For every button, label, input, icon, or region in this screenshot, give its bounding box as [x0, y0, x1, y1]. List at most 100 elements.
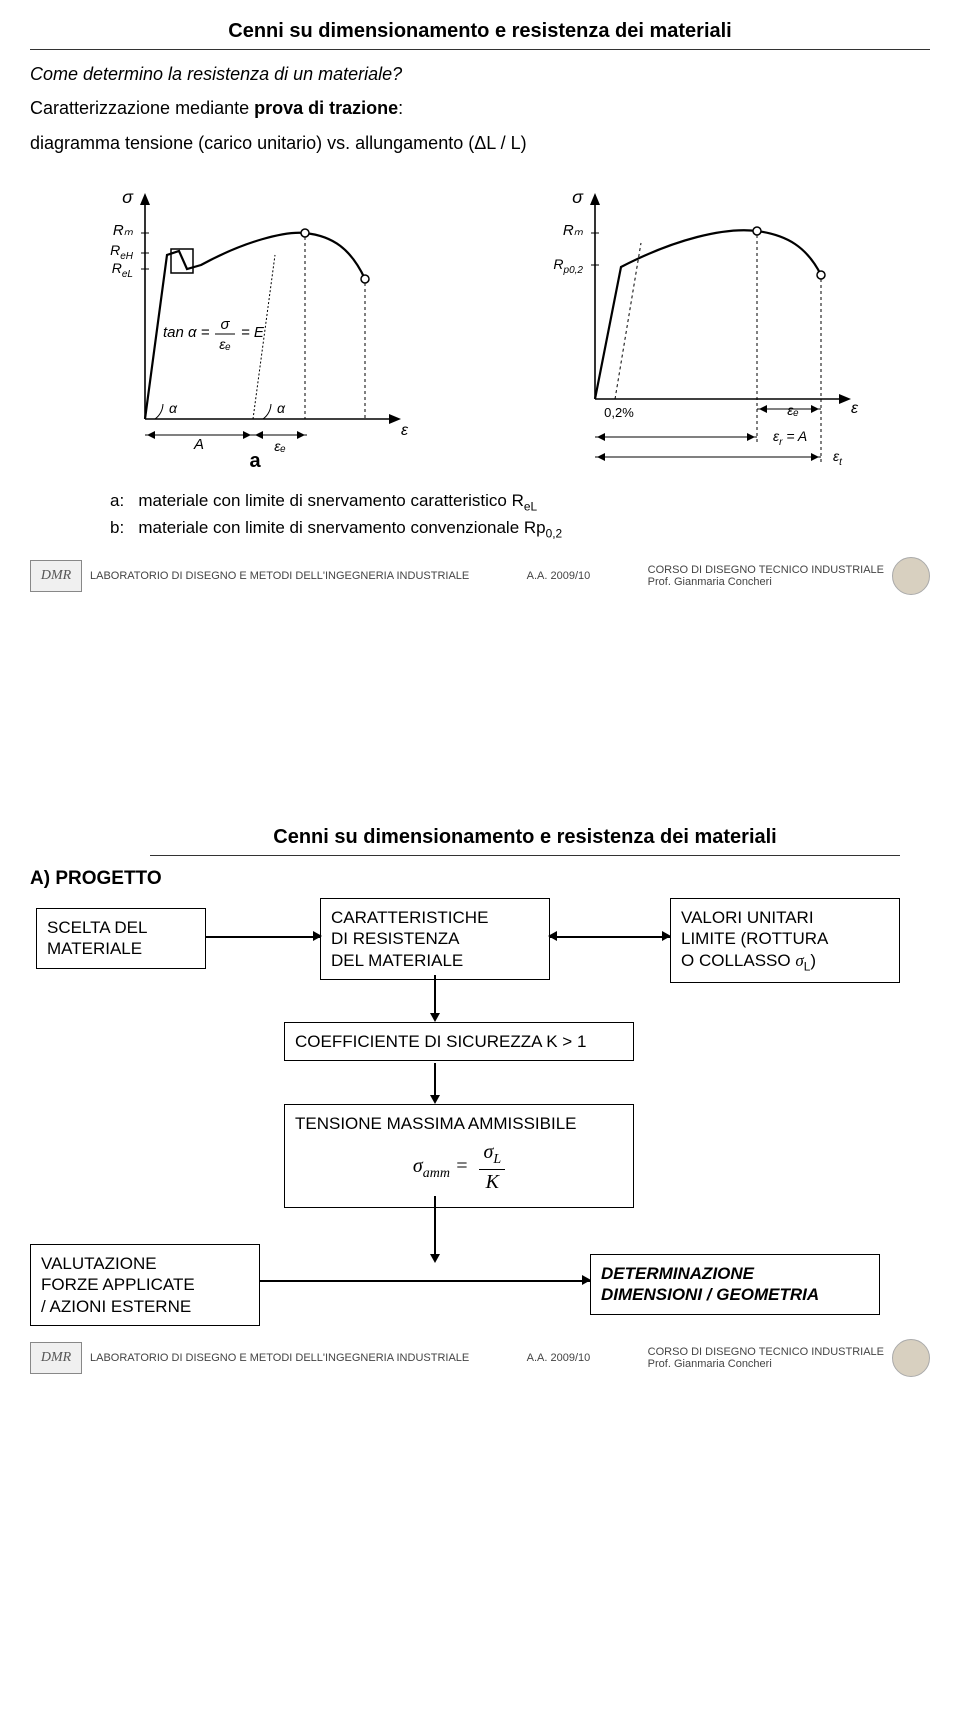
- svg-text:σ: σ: [220, 316, 230, 333]
- footer-mid: A.A. 2009/10: [469, 570, 647, 582]
- page-gap: [0, 606, 960, 806]
- slide1-line-b: diagramma tensione (carico unitario) vs.…: [30, 131, 930, 155]
- stress-strain-chart-b: σ Rₘ Rp0,2 0,2% εₑ ε εr: [525, 169, 885, 469]
- slide2-title: Cenni su dimensionamento e resistenza de…: [150, 826, 900, 856]
- arrow-head: [430, 1013, 440, 1022]
- svg-text:tan α =: tan α =: [163, 324, 210, 341]
- text: SCELTA DEL MATERIALE: [47, 918, 147, 958]
- footer-right: CORSO DI DISEGNO TECNICO INDUSTRIALE Pro…: [648, 557, 930, 595]
- footer-left: DMR LABORATORIO DI DISEGNO E METODI DELL…: [30, 560, 469, 592]
- arrow: [434, 975, 436, 1015]
- slide1-title: Cenni su dimensionamento e resistenza de…: [30, 20, 930, 50]
- sub: eL: [524, 499, 537, 513]
- slide1-question: Come determino la resistenza di un mater…: [30, 62, 930, 86]
- svg-text:ε: ε: [401, 422, 409, 439]
- svg-text:α: α: [169, 400, 178, 416]
- slide-1: Cenni su dimensionamento e resistenza de…: [0, 0, 960, 606]
- box-scelta-materiale: SCELTA DEL MATERIALE: [36, 908, 206, 969]
- footer-left-text: LABORATORIO DI DISEGNO E METODI DELL'ING…: [90, 570, 469, 582]
- seal-icon: [892, 1339, 930, 1377]
- text: COEFFICIENTE DI SICUREZZA K > 1: [295, 1032, 586, 1051]
- logo-text: DMR: [41, 568, 71, 584]
- box-coefficiente: COEFFICIENTE DI SICUREZZA K > 1: [284, 1022, 634, 1061]
- legend-a: a: materiale con limite di snervamento c…: [110, 489, 930, 516]
- footer-right-text: CORSO DI DISEGNO TECNICO INDUSTRIALE Pro…: [648, 1346, 884, 1370]
- text: :: [398, 98, 403, 118]
- text: CARATTERISTICHE DI RESISTENZA DEL MATERI…: [331, 908, 488, 970]
- svg-text:= E: = E: [241, 324, 265, 341]
- svg-text:εr = A: εr = A: [773, 428, 807, 448]
- formula: σamm = σL K: [295, 1140, 623, 1195]
- text: VALUTAZIONE FORZE APPLICATE / AZIONI EST…: [41, 1254, 195, 1316]
- sigma: σ: [413, 1155, 423, 1177]
- sigma: σ: [795, 951, 803, 970]
- label: TENSIONE MASSIMA AMMISSIBILE: [295, 1113, 623, 1134]
- charts-row: σ Rₘ ReH ReL α α tan α = σ εₑ: [30, 169, 930, 469]
- sub: 0,2: [546, 526, 563, 540]
- den: K: [479, 1170, 505, 1195]
- box-caratteristiche: CARATTERISTICHE DI RESISTENZA DEL MATERI…: [320, 898, 550, 980]
- footer-right-text: CORSO DI DISEGNO TECNICO INDUSTRIALE Pro…: [648, 564, 884, 588]
- svg-text:εₑ: εₑ: [274, 438, 286, 454]
- arrow-head: [430, 1095, 440, 1104]
- footer-left: DMR LABORATORIO DI DISEGNO E METODI DELL…: [30, 1342, 469, 1374]
- text: Caratterizzazione mediante: [30, 98, 254, 118]
- svg-text:ε: ε: [851, 400, 859, 417]
- eq: =: [455, 1155, 474, 1177]
- svg-text:A: A: [193, 436, 204, 453]
- seal-icon: [892, 557, 930, 595]
- box-valori-unitari: VALORI UNITARI LIMITE (ROTTURA O COLLASS…: [670, 898, 900, 983]
- arrow-head: [313, 931, 322, 941]
- box-tensione-massima: TENSIONE MASSIMA AMMISSIBILE σamm = σL K: [284, 1104, 634, 1208]
- arrow-head: [430, 1254, 440, 1263]
- num: σL: [479, 1140, 505, 1170]
- svg-text:σ: σ: [572, 187, 584, 207]
- lab-logo-icon: DMR: [30, 1342, 82, 1374]
- chart-legend: a: materiale con limite di snervamento c…: [110, 489, 930, 542]
- svg-text:Rp0,2: Rp0,2: [553, 256, 583, 276]
- svg-text:σ: σ: [122, 187, 134, 207]
- line2: Prof. Gianmaria Concheri: [648, 1358, 884, 1370]
- svg-text:ReL: ReL: [112, 260, 133, 280]
- arrow: [434, 1063, 436, 1097]
- stress-strain-chart-a: σ Rₘ ReH ReL α α tan α = σ εₑ: [75, 169, 435, 469]
- section-label: A) PROGETTO: [30, 868, 162, 890]
- box-determinazione: DETERMINAZIONE DIMENSIONI / GEOMETRIA: [590, 1254, 880, 1315]
- flowchart: A) PROGETTO SCELTA DEL MATERIALE CARATTE…: [30, 868, 930, 1328]
- logo-text: DMR: [41, 1350, 71, 1366]
- text-bold: prova di trazione: [254, 98, 398, 118]
- arrow: [260, 1280, 590, 1282]
- slide1-line-a: Caratterizzazione mediante prova di traz…: [30, 96, 930, 120]
- tail: ): [810, 951, 816, 970]
- prefix: a:: [110, 491, 124, 510]
- arrow: [550, 936, 670, 938]
- footer-left-text: LABORATORIO DI DISEGNO E METODI DELL'ING…: [90, 1352, 469, 1364]
- slide1-footer: DMR LABORATORIO DI DISEGNO E METODI DELL…: [30, 556, 930, 596]
- svg-text:εₑ: εₑ: [219, 336, 231, 352]
- fraction: σL K: [479, 1140, 505, 1195]
- sub-amm: amm: [423, 1166, 450, 1181]
- line1: CORSO DI DISEGNO TECNICO INDUSTRIALE: [648, 564, 884, 576]
- line2: Prof. Gianmaria Concheri: [648, 576, 884, 588]
- slide2-footer: DMR LABORATORIO DI DISEGNO E METODI DELL…: [30, 1338, 930, 1378]
- svg-text:0,2%: 0,2%: [604, 405, 634, 420]
- footer-right: CORSO DI DISEGNO TECNICO INDUSTRIALE Pro…: [648, 1339, 930, 1377]
- prefix: b:: [110, 518, 124, 537]
- svg-text:α: α: [277, 400, 286, 416]
- arrow: [206, 936, 320, 938]
- box-valutazione-forze: VALUTAZIONE FORZE APPLICATE / AZIONI EST…: [30, 1244, 260, 1326]
- text: materiale con limite di snervamento conv…: [138, 518, 545, 537]
- sigma: σ: [483, 1141, 493, 1163]
- lab-logo-icon: DMR: [30, 560, 82, 592]
- text: DETERMINAZIONE DIMENSIONI / GEOMETRIA: [601, 1264, 819, 1304]
- arrow-head: [582, 1275, 591, 1285]
- text: materiale con limite di snervamento cara…: [138, 491, 523, 510]
- footer-mid: A.A. 2009/10: [469, 1352, 647, 1364]
- legend-b: b: materiale con limite di snervamento c…: [110, 516, 930, 543]
- svg-text:a: a: [249, 450, 261, 469]
- slide-2: Cenni su dimensionamento e resistenza de…: [0, 806, 960, 1388]
- svg-text:Rₘ: Rₘ: [563, 222, 584, 239]
- line1: CORSO DI DISEGNO TECNICO INDUSTRIALE: [648, 1346, 884, 1358]
- sub: L: [493, 1152, 501, 1167]
- arrow-head: [662, 931, 671, 941]
